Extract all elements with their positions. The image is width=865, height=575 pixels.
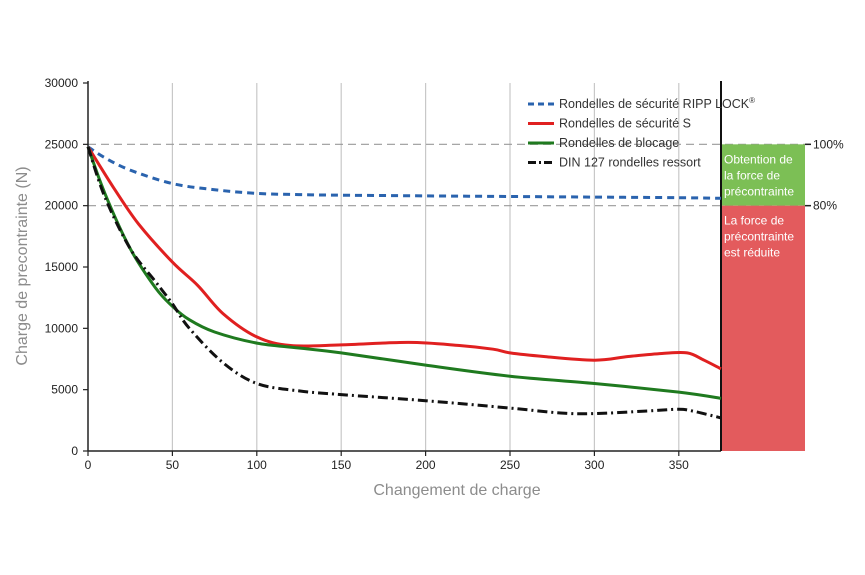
y-tick-label: 30000 [45, 76, 79, 90]
x-axis-title: Changement de charge [373, 482, 540, 499]
x-tick-label: 350 [669, 458, 689, 472]
zone-label: La force de [724, 214, 784, 228]
zone-label: Obtention de [724, 152, 793, 166]
zone-label: est réduite [724, 246, 780, 260]
y-tick-label: 0 [71, 444, 78, 458]
zone-boxes: Obtention de la force de précontrainte La f… [721, 144, 805, 451]
zone-label: la force de [724, 168, 780, 182]
y-axis-title: Charge de precontrainte (N) [14, 166, 31, 365]
y-tick-label: 25000 [45, 137, 79, 151]
legend-label: Rondelles de sécurité RIPP LOCK® [559, 96, 755, 111]
series-line [86, 146, 722, 371]
legend: Rondelles de sécurité RIPP LOCK® Rondelle… [528, 96, 755, 170]
x-tick-label: 250 [500, 458, 520, 472]
reference-label: 80% [813, 199, 837, 213]
legend-label: Rondelles de sécurité S [559, 117, 691, 131]
y-tick-label: 10000 [45, 321, 79, 335]
zone-box [721, 144, 805, 206]
x-tick-label: 200 [416, 458, 436, 472]
zone-label: précontrainte [724, 230, 794, 244]
reference-label: 100% [813, 137, 844, 151]
series-line [86, 146, 722, 400]
zone-box [721, 205, 805, 451]
series-line [87, 145, 722, 200]
axes: 0 5000 10000 15000 20000 25000 30000 0 50 100 150 2… [45, 76, 722, 472]
legend-label: Rondelles de blocage [559, 136, 679, 150]
y-tick-label: 15000 [45, 260, 79, 274]
y-tick-label: 5000 [51, 383, 78, 397]
zone-label: précontrainte [724, 184, 794, 198]
x-tick-label: 50 [166, 458, 180, 472]
x-tick-label: 0 [85, 458, 92, 472]
legend-label: DIN 127 rondelles ressort [559, 156, 701, 170]
y-tick-label: 20000 [45, 199, 79, 213]
x-tick-label: 300 [584, 458, 604, 472]
x-tick-label: 150 [331, 458, 351, 472]
grid-lines: 100% 80% [88, 83, 844, 451]
x-tick-label: 100 [247, 458, 267, 472]
series-lines [86, 145, 722, 420]
series-line [86, 146, 722, 420]
